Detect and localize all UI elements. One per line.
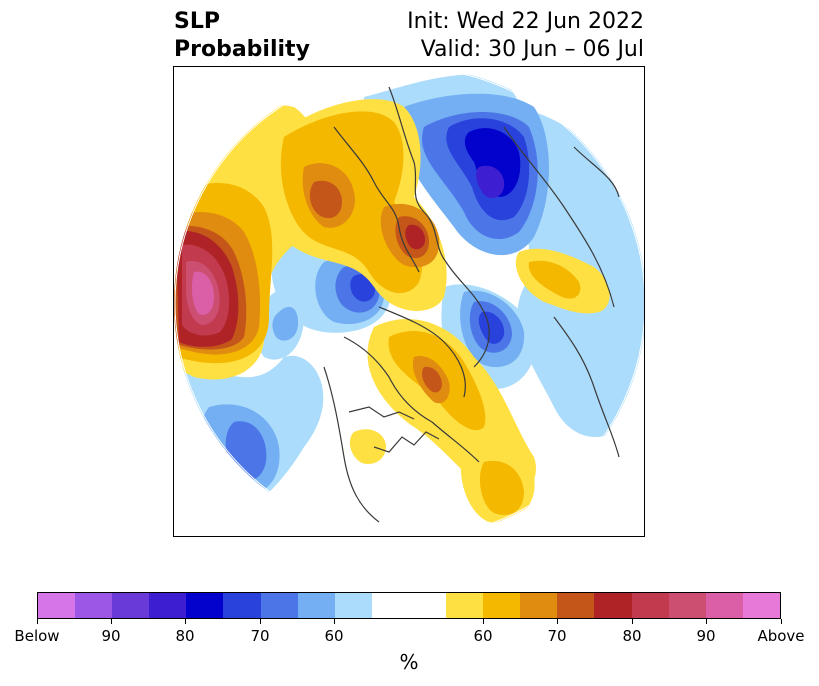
- colorbar-tick: [111, 619, 112, 624]
- field-below70-west: [272, 306, 299, 341]
- colorbar-swatch: [260, 593, 298, 618]
- colorbar-tick-label: 60: [324, 627, 344, 645]
- colorbar-tick-label: 90: [696, 627, 716, 645]
- colorbar-tick: [557, 619, 558, 624]
- probability-map: [173, 66, 645, 537]
- field-above70-east: [528, 260, 581, 299]
- colorbar-tick-label: Below: [14, 627, 60, 645]
- field-above80-arctic: [421, 366, 442, 393]
- polar-map-svg: [174, 67, 644, 536]
- field-above80-north: [309, 180, 342, 219]
- colorbar-swatch: [371, 593, 409, 618]
- forecast-dates: Init: Wed 22 Jun 2022 Valid: 30 Jun – 06…: [407, 8, 644, 64]
- colorbar-tick: [185, 619, 186, 624]
- probability-fields: [174, 74, 644, 536]
- colorbar-swatch: [38, 593, 76, 618]
- colorbar-unit: %: [399, 650, 419, 674]
- colorbar-swatch: [705, 593, 743, 618]
- field-above85-central: [405, 224, 426, 250]
- colorbar-tick-label: Above: [757, 627, 805, 645]
- colorbar-tick-label: 90: [101, 627, 121, 645]
- colorbar-tick-label: 80: [175, 627, 195, 645]
- valid-date: Valid: 30 Jun – 06 Jul: [420, 37, 644, 62]
- colorbar-tick-label: 60: [473, 627, 493, 645]
- colorbar-swatch: [149, 593, 187, 618]
- colorbar-swatch: [75, 593, 113, 618]
- field-above60-namerica: [349, 429, 387, 465]
- colorbar-swatch: [594, 593, 632, 618]
- colorbar-swatch: [483, 593, 521, 618]
- colorbar-tick-label: 70: [250, 627, 270, 645]
- field-below90-pacific: [478, 311, 505, 344]
- colorbar-tick: [781, 619, 782, 624]
- colorbar-swatch: [334, 593, 372, 618]
- colorbar-swatch: [520, 593, 558, 618]
- colorbar-tick-label: 70: [547, 627, 567, 645]
- colorbar-swatch: [742, 593, 780, 618]
- field-above70-atlantic: [479, 460, 524, 516]
- colorbar-swatch: [186, 593, 224, 618]
- colorbar-tick: [334, 619, 335, 624]
- probability-colorbar: [37, 592, 781, 619]
- colorbar-swatch: [223, 593, 261, 618]
- field-above-max-west: [191, 271, 214, 315]
- field-below90-central: [350, 274, 376, 302]
- colorbar-swatch: [408, 593, 447, 618]
- map-title: SLP Probability: [174, 8, 310, 64]
- colorbar-swatch: [297, 593, 335, 618]
- colorbar-swatch: [668, 593, 706, 618]
- colorbar-swatch: [112, 593, 150, 618]
- coastlines: [174, 67, 644, 536]
- title-line-probability: Probability: [174, 37, 310, 62]
- colorbar-tick: [260, 619, 261, 624]
- colorbar-tick: [706, 619, 707, 624]
- colorbar-swatch: [557, 593, 595, 618]
- init-date: Init: Wed 22 Jun 2022: [407, 9, 644, 34]
- field-below95-north: [476, 165, 505, 199]
- colorbar-tick: [483, 619, 484, 624]
- title-line-slp: SLP: [174, 9, 220, 34]
- colorbar-swatch: [446, 593, 484, 618]
- colorbar-tick-label: 80: [622, 627, 642, 645]
- colorbar-swatch: [631, 593, 669, 618]
- field-below90-north: [464, 128, 521, 197]
- colorbar-tick: [37, 619, 38, 624]
- colorbar-tick: [632, 619, 633, 624]
